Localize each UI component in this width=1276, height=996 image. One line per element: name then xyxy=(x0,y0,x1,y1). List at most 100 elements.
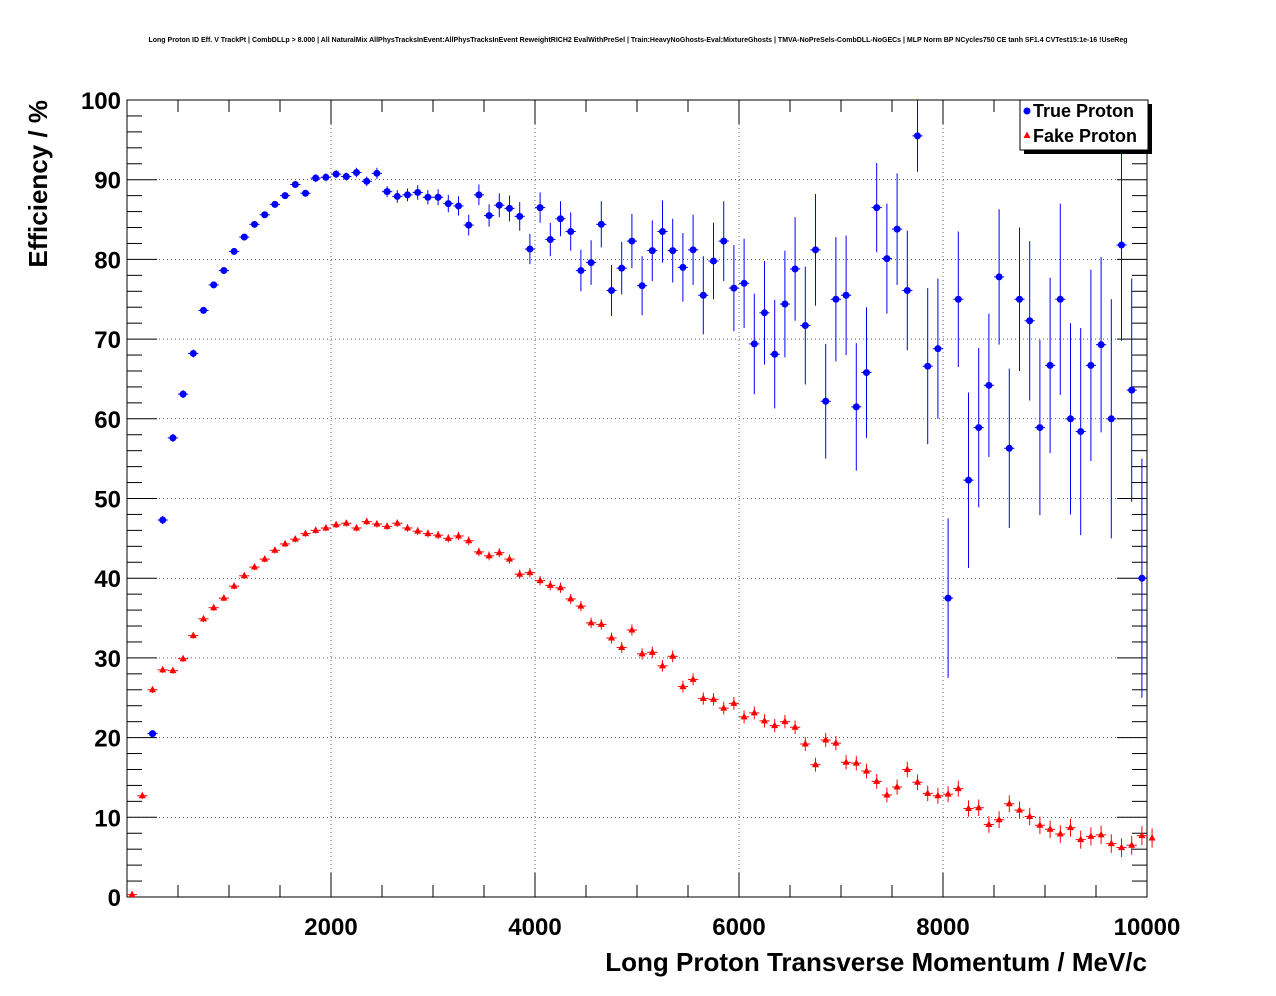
true-proton-point xyxy=(1107,415,1115,423)
true-proton-point xyxy=(689,246,697,254)
true-proton-point xyxy=(1097,341,1105,349)
true-proton-point xyxy=(424,193,432,201)
true-proton-point xyxy=(699,291,707,299)
true-proton-point xyxy=(852,403,860,411)
true-proton-point xyxy=(1036,424,1044,432)
fake-proton-point xyxy=(230,582,238,589)
fake-proton-point xyxy=(424,529,432,537)
fake-proton-point xyxy=(567,594,575,602)
fake-proton-point xyxy=(251,563,258,570)
true-proton-point xyxy=(1087,361,1095,369)
true-proton-point xyxy=(271,200,279,208)
legend-true-proton-marker xyxy=(1023,107,1031,115)
true-proton-point xyxy=(873,204,881,212)
true-proton-point xyxy=(526,245,534,253)
true-proton-point xyxy=(1118,241,1125,249)
fake-proton-point xyxy=(414,527,422,534)
fake-proton-point xyxy=(975,803,983,811)
true-proton-point xyxy=(251,220,258,228)
true-proton-point xyxy=(740,279,748,287)
true-proton-point xyxy=(771,350,779,358)
series-fake-proton xyxy=(127,517,1156,898)
fake-proton-point xyxy=(638,649,646,657)
true-proton-point xyxy=(230,247,238,255)
true-proton-point xyxy=(302,189,309,197)
x-tick-label: 2000 xyxy=(304,914,357,941)
fake-proton-point xyxy=(149,685,156,693)
fake-proton-point xyxy=(291,535,299,542)
true-proton-point xyxy=(679,263,687,271)
true-proton-point xyxy=(863,369,870,377)
true-proton-point xyxy=(985,381,993,389)
true-proton-point xyxy=(291,180,299,188)
true-proton-point xyxy=(781,300,789,308)
true-proton-point xyxy=(924,362,932,370)
fake-proton-point xyxy=(281,539,289,547)
true-proton-point xyxy=(322,173,330,181)
fake-proton-point xyxy=(1005,799,1013,807)
grid-lines xyxy=(127,100,1147,897)
true-proton-point xyxy=(1016,295,1023,303)
fake-proton-point xyxy=(210,603,218,611)
y-tick-label: 80 xyxy=(94,247,121,274)
x-tick-label: 10000 xyxy=(1114,914,1181,941)
true-proton-point xyxy=(893,225,901,233)
true-proton-point xyxy=(200,306,207,314)
fake-proton-point xyxy=(628,626,636,633)
true-proton-point xyxy=(669,247,677,255)
fake-proton-point xyxy=(444,534,452,541)
fake-proton-point xyxy=(1097,830,1105,838)
true-proton-point xyxy=(842,291,850,299)
true-proton-point xyxy=(240,233,248,241)
true-proton-point xyxy=(536,204,544,212)
y-tick-label: 50 xyxy=(94,487,121,514)
fake-proton-point xyxy=(526,568,534,576)
true-proton-point xyxy=(750,340,758,348)
fake-proton-point xyxy=(903,765,911,772)
fake-proton-point xyxy=(536,576,544,584)
fake-proton-point xyxy=(1077,835,1085,843)
true-proton-point xyxy=(220,267,228,275)
true-proton-point xyxy=(557,215,564,223)
fake-proton-point xyxy=(720,704,728,711)
true-proton-point xyxy=(189,349,197,357)
fake-proton-point xyxy=(608,633,615,641)
true-proton-point xyxy=(954,295,962,303)
fake-proton-point xyxy=(465,536,473,544)
fake-proton-point xyxy=(1046,825,1054,832)
x-tick-label: 4000 xyxy=(508,914,561,941)
true-proton-point xyxy=(495,201,503,209)
x-tick-label: 6000 xyxy=(712,914,765,941)
fake-proton-point xyxy=(924,789,932,796)
fake-proton-point xyxy=(618,643,626,651)
y-tick-label: 10 xyxy=(94,805,121,832)
fake-proton-point xyxy=(220,594,228,601)
fake-proton-point xyxy=(934,791,942,799)
true-proton-point xyxy=(944,594,952,602)
fake-proton-point xyxy=(383,522,391,529)
true-proton-point xyxy=(812,246,819,254)
fake-proton-point xyxy=(648,648,656,655)
fake-proton-point xyxy=(434,531,442,538)
fake-proton-point xyxy=(363,517,371,525)
true-proton-point xyxy=(373,169,381,177)
fake-proton-point xyxy=(271,546,279,553)
fake-proton-point xyxy=(842,758,850,765)
true-proton-point xyxy=(363,177,371,185)
true-proton-point xyxy=(210,281,218,289)
y-tick-label: 100 xyxy=(81,88,121,115)
legend-fake-proton-marker xyxy=(1023,131,1031,138)
y-tick-label: 20 xyxy=(94,726,121,753)
y-axis-title: Efficiency / % xyxy=(23,100,53,268)
fake-proton-point xyxy=(393,519,401,526)
fake-proton-point xyxy=(1128,841,1136,848)
true-proton-point xyxy=(179,390,187,398)
fake-proton-point xyxy=(240,571,248,579)
true-proton-point xyxy=(903,286,911,294)
fake-proton-point xyxy=(822,735,830,743)
true-proton-point xyxy=(822,397,830,405)
true-proton-point xyxy=(791,265,799,273)
true-proton-point xyxy=(1005,444,1013,452)
y-tick-label: 70 xyxy=(94,327,121,354)
